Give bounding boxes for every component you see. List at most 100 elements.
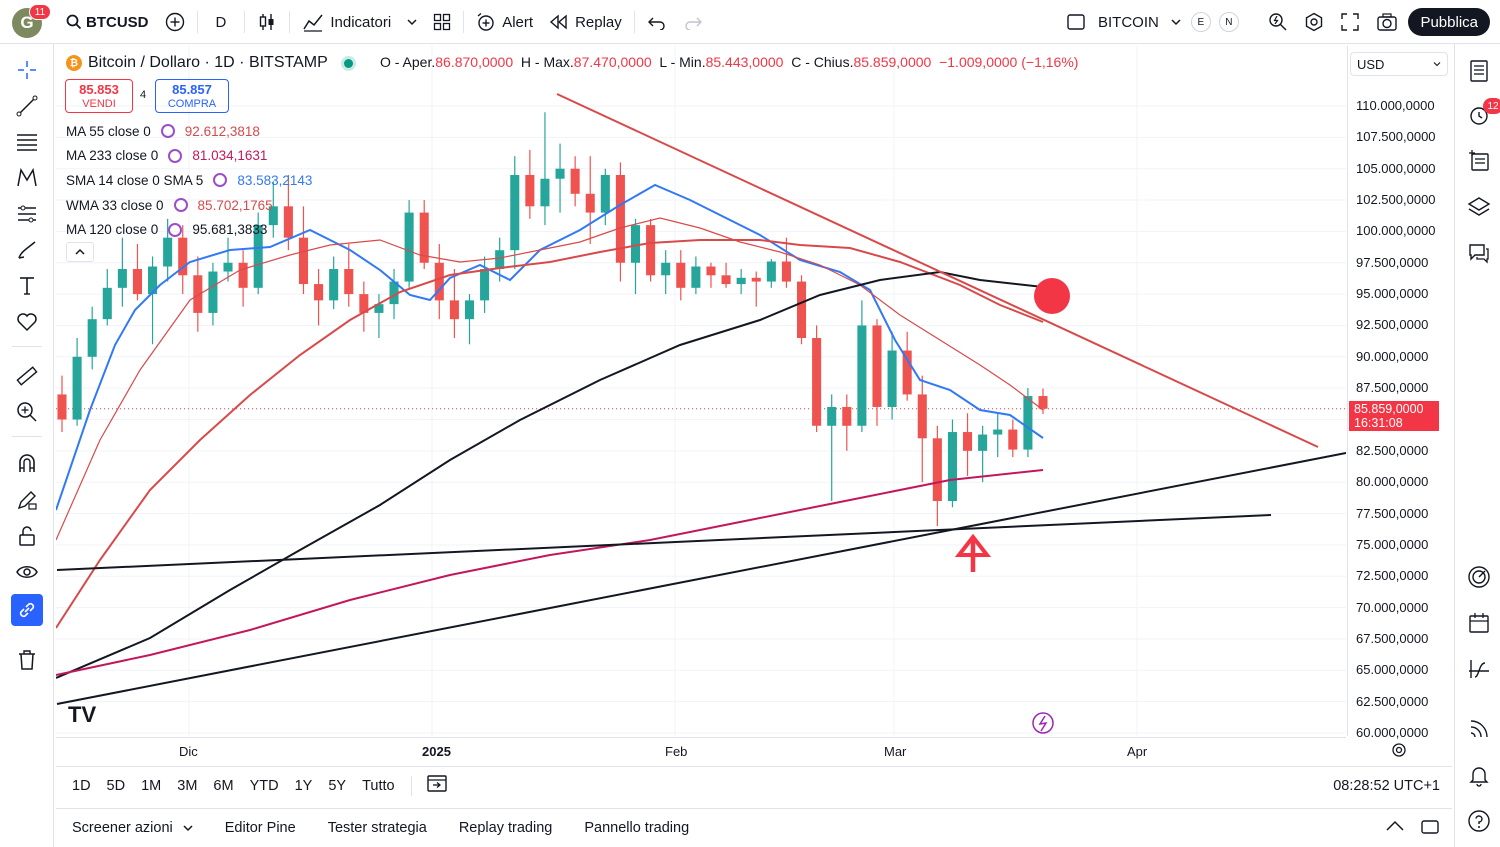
notifications-button[interactable] — [1466, 762, 1492, 788]
publish-button[interactable]: Pubblica — [1408, 8, 1490, 36]
bottom-tab[interactable]: Screener azioni — [56, 820, 209, 836]
measure-tool[interactable] — [11, 360, 43, 392]
time-scale[interactable]: Dic 2025 Feb Mar Apr — [56, 737, 1346, 763]
range-3m[interactable]: 3M — [177, 777, 198, 794]
bottom-tab-label: Editor Pine — [224, 820, 296, 836]
pine-button[interactable] — [1466, 656, 1492, 682]
brush-tool[interactable] — [11, 234, 43, 266]
watchlist-button[interactable] — [1466, 58, 1492, 84]
support-trendline-horizontal — [56, 514, 1272, 571]
candle-body — [827, 406, 837, 426]
range-ytd[interactable]: YTD — [249, 777, 279, 794]
streams-button[interactable] — [1466, 716, 1492, 742]
interval-button[interactable]: D — [215, 13, 227, 31]
chart-type-button[interactable] — [249, 6, 285, 38]
sell-button[interactable]: 85.853 VENDI — [65, 79, 133, 113]
indicator-row[interactable]: SMA 14 close 0 SMA 5 83.583,2143 — [66, 168, 312, 193]
object-tree-button[interactable] — [1466, 148, 1492, 174]
bottom-tab[interactable]: Replay trading — [443, 820, 569, 836]
lock-drawings-tool[interactable] — [11, 520, 43, 552]
bell-icon — [1469, 767, 1489, 787]
calendar-arrow-icon — [426, 775, 447, 792]
range-tutto[interactable]: Tutto — [362, 777, 395, 794]
help-button[interactable] — [1466, 808, 1492, 834]
range-1m[interactable]: 1M — [141, 777, 162, 794]
trendline-tool[interactable] — [11, 90, 43, 122]
range-6m[interactable]: 6M — [213, 777, 234, 794]
goto-date-button[interactable] — [420, 773, 454, 798]
indicators-templates-button[interactable] — [399, 6, 425, 38]
zoom-tool[interactable] — [11, 396, 43, 428]
pattern-tool[interactable] — [11, 162, 43, 194]
range-5y[interactable]: 5Y — [328, 777, 347, 794]
price-scale[interactable]: 110.000,0000 107.500,0000 105.000,0000 102.… — [1347, 46, 1453, 740]
scale-settings-button[interactable] — [1391, 742, 1407, 763]
candle-body — [223, 262, 233, 272]
candle-body — [661, 262, 671, 276]
chats-button[interactable] — [1466, 240, 1492, 266]
indicator-value: 95.681,3833 — [192, 222, 268, 238]
layout-select-button[interactable]: BITCOIN — [1058, 6, 1189, 38]
buy-button[interactable]: 85.857 COMPRA — [155, 79, 229, 113]
candle-body — [510, 174, 520, 251]
chat-icon — [1469, 244, 1489, 264]
layers-button[interactable] — [1466, 194, 1492, 220]
fib-tool[interactable] — [11, 126, 43, 158]
range-5d[interactable]: 5D — [106, 777, 126, 794]
collapse-panel-button[interactable] — [1386, 819, 1404, 837]
candle-body — [72, 356, 82, 420]
currency-select[interactable]: USD — [1350, 52, 1448, 76]
chart-pane[interactable]: TV — [56, 46, 1346, 736]
undo-button[interactable] — [639, 6, 675, 38]
price-chart[interactable]: TV — [56, 46, 1346, 736]
collapse-legend-button[interactable] — [66, 242, 94, 262]
hide-drawings-tool[interactable] — [11, 556, 43, 588]
compare-symbol-button[interactable] — [157, 6, 193, 38]
bottom-tab[interactable]: Editor Pine — [209, 820, 312, 836]
quick-search-button[interactable] — [1260, 6, 1296, 38]
maximize-panel-button[interactable] — [1420, 818, 1440, 841]
redo-button[interactable] — [675, 6, 711, 38]
range-1y[interactable]: 1Y — [294, 777, 313, 794]
calendar-button[interactable] — [1466, 610, 1492, 636]
favorites-tool[interactable] — [11, 306, 43, 338]
snapshot-button[interactable] — [1368, 6, 1406, 38]
bottom-tab[interactable]: Tester strategia — [312, 820, 443, 836]
text-tool[interactable] — [11, 270, 43, 302]
legend-symbol[interactable]: ₿ Bitcoin / Dollaro · 1D · BITSTAMP — [66, 54, 353, 72]
link-icon — [19, 602, 35, 618]
candle-body — [1038, 396, 1048, 409]
timezone-clock[interactable]: 08:28:52 UTC+1 — [1333, 777, 1440, 794]
divider — [410, 775, 412, 796]
badge-e[interactable]: E — [1190, 12, 1211, 32]
badge-n[interactable]: N — [1218, 12, 1239, 32]
layout-square-icon — [1067, 14, 1085, 30]
time-tick: Apr — [1127, 744, 1148, 759]
sync-drawings-tool[interactable] — [11, 594, 43, 626]
replay-button[interactable]: Replay — [541, 6, 630, 38]
technicals-button[interactable] — [1466, 564, 1492, 590]
settings-button[interactable] — [1296, 6, 1332, 38]
forecast-tool[interactable] — [11, 198, 43, 230]
indicator-row[interactable]: MA 55 close 0 92.612,3818 — [66, 119, 312, 144]
alerts-panel-button[interactable] — [1466, 102, 1492, 128]
candle-body — [87, 319, 97, 357]
symbol-search-button[interactable]: BTCUSD — [58, 6, 157, 38]
alert-button[interactable]: Alert — [468, 6, 541, 38]
candle-body — [525, 174, 535, 207]
watchlist-icon — [1470, 60, 1488, 82]
crosshair-tool[interactable] — [11, 54, 43, 86]
bottom-tab[interactable]: Pannello trading — [568, 820, 705, 836]
indicator-row[interactable]: WMA 33 close 0 85.702,1765 — [66, 193, 312, 218]
stay-drawing-tool[interactable] — [11, 484, 43, 516]
buy-price: 85.857 — [172, 82, 212, 97]
indicator-row[interactable]: MA 120 close 0 95.681,3833 — [66, 217, 312, 242]
indicator-value: 81.034,1631 — [192, 148, 268, 164]
layouts-button[interactable] — [425, 6, 459, 38]
delete-drawings-tool[interactable] — [11, 644, 43, 676]
range-1d[interactable]: 1D — [72, 777, 91, 794]
fullscreen-button[interactable] — [1332, 6, 1368, 38]
indicators-button[interactable]: Indicatori — [294, 6, 399, 38]
indicator-row[interactable]: MA 233 close 0 81.034,1631 — [66, 144, 312, 169]
magnet-tool[interactable] — [11, 448, 43, 480]
